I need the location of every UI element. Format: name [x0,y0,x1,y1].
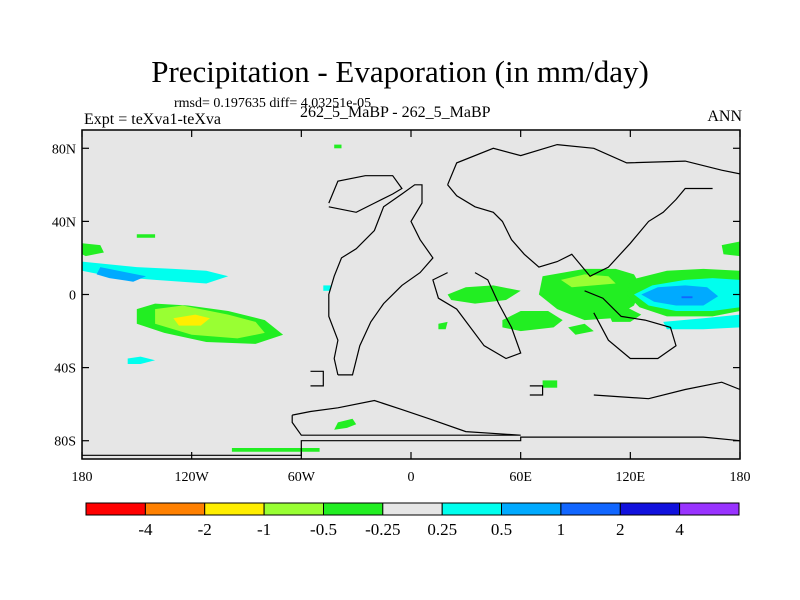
contour-region-8 [334,144,342,149]
colorbar-swatch [382,502,443,516]
y-tick-label: 40S [54,362,76,377]
contour-region-14 [560,274,616,288]
coastline-9 [529,385,544,396]
coastline-4 [310,370,324,387]
contour-region-21 [663,314,740,330]
contour-region-20 [681,296,693,299]
coastline-1 [291,399,521,436]
colorbar-label: 4 [675,520,684,539]
season-label: ANN [707,108,742,125]
contour-region-16 [568,323,594,335]
colorbar-swatch [323,502,384,516]
y-tick-label: 0 [69,289,76,304]
y-tick-label: 80S [54,435,76,450]
difference-field-layer [82,144,740,452]
colorbar-swatch [441,502,503,516]
coastline-2 [328,175,403,213]
y-tick-label: 80N [52,142,76,157]
x-tick-label: 60E [509,470,532,485]
colorbar-label: 2 [616,520,625,539]
colorbar-label: 0.5 [491,520,512,539]
colorbar-label: -0.5 [310,520,337,539]
colorbar-label: -1 [257,520,271,539]
contour-region-4 [155,305,265,339]
colorbar-swatch [204,502,265,516]
colorbar-label: 1 [557,520,566,539]
contour-region-22 [721,241,740,257]
contour-region-0 [82,243,104,257]
chart-title: Precipitation - Evaporation (in mm/day) [151,54,649,89]
colorbar-label: -0.25 [365,520,400,539]
contour-region-10 [231,448,320,452]
x-tick-label: 60W [288,470,316,485]
contour-region-25 [323,285,331,291]
contour-region-23 [438,321,448,330]
colorbar-swatch [144,502,206,516]
colorbar: -4 -2 -1 -0.5 -0.25 0.25 0.5 1 2 4 [85,502,740,539]
coastline-3 [328,184,434,376]
coastline-8 [584,290,677,360]
contour-region-24 [542,380,558,388]
colorbar-swatch [619,502,681,516]
contour-region-6 [127,356,156,364]
coastline-0 [82,436,740,456]
x-tick-label: 180 [730,470,751,485]
coastline-6 [447,184,713,277]
axis-layer: 180 120W 60W 0 60E 120E 180 80N 40N 0 40S 80S [52,130,751,485]
contour-region-5 [173,314,210,326]
coastline-10 [593,381,740,400]
contour-region-7 [136,234,156,238]
rmsd-diff-stats: rmsd= 0.197635 diff= 4.03251e-05 [174,96,372,111]
contour-region-12 [502,311,563,332]
contour-region-1 [82,261,229,284]
x-tick-label: 120E [616,470,646,485]
contour-region-2 [96,267,146,282]
coastline-5 [447,143,740,186]
coastline-7 [432,272,522,360]
colorbar-label: 0.25 [427,520,457,539]
colorbar-swatch [560,502,621,516]
colorbar-swatch [679,502,740,516]
colorbar-swatch [501,502,562,516]
colorbar-label: -4 [138,520,153,539]
x-tick-label: 180 [72,470,93,485]
contour-region-9 [334,418,357,430]
colorbar-swatch [263,502,325,516]
coastline-layer [82,143,740,456]
colorbar-swatch [85,502,146,516]
x-tick-label: 120W [175,470,210,485]
colorbar-label: -2 [198,520,212,539]
case-comparison-label: 262_5_MaBP - 262_5_MaBP [300,104,491,121]
contour-region-19 [641,285,719,306]
x-tick-label: 0 [408,470,415,485]
experiment-label: Expt = teXva1-teXva [84,111,221,128]
contour-region-11 [447,285,521,304]
y-tick-label: 40N [52,215,76,230]
